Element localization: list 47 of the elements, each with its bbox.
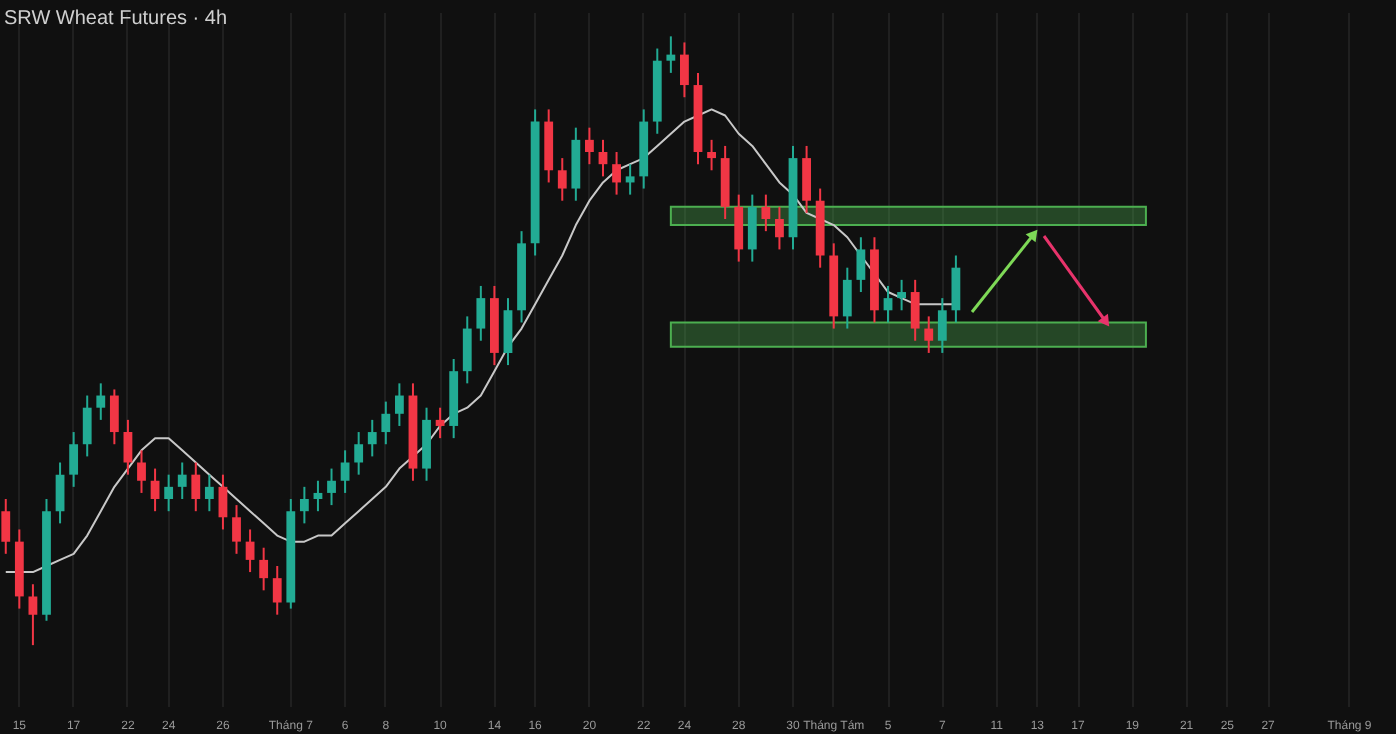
candlestick xyxy=(69,431,79,488)
candlestick xyxy=(883,284,893,324)
candlestick xyxy=(1,498,11,555)
candlestick xyxy=(232,504,241,555)
candlestick xyxy=(666,35,676,74)
candlestick xyxy=(951,254,961,324)
candlestick xyxy=(96,382,106,421)
candlestick xyxy=(462,315,472,385)
candlestick xyxy=(557,157,567,202)
candlestick xyxy=(109,388,119,446)
candlestick xyxy=(585,126,594,166)
candlestick xyxy=(747,193,757,263)
candlestick xyxy=(367,418,377,458)
candlestick xyxy=(937,297,947,354)
candlestick xyxy=(28,583,38,647)
candlestick xyxy=(775,205,784,251)
candlestick xyxy=(856,236,866,294)
candlestick xyxy=(381,400,391,446)
candlestick xyxy=(598,138,608,178)
candlestick xyxy=(924,315,934,354)
candlestick xyxy=(612,151,621,196)
candlestick xyxy=(625,163,635,196)
candlestick xyxy=(897,278,907,312)
candlestick xyxy=(734,193,744,263)
candlestick xyxy=(802,144,811,214)
candlestick xyxy=(910,278,920,342)
chart-title: SRW Wheat Futures · 4h xyxy=(4,8,228,30)
candlestick xyxy=(761,193,771,233)
candlestick xyxy=(340,449,350,494)
candlestick xyxy=(394,382,404,427)
candlestick xyxy=(164,473,174,513)
candlestick xyxy=(435,406,445,440)
candlestick xyxy=(327,467,336,507)
candlestick xyxy=(191,461,201,513)
candlestick xyxy=(259,546,269,592)
candlestick xyxy=(476,284,486,342)
candlestick xyxy=(842,266,852,330)
candlestick xyxy=(299,485,309,525)
candlestick xyxy=(707,138,716,172)
candlestick xyxy=(354,431,364,476)
candlestick xyxy=(137,449,146,494)
candlestick xyxy=(204,473,214,513)
candlestick xyxy=(272,564,282,616)
candlestick xyxy=(177,461,187,501)
candlestick xyxy=(680,41,689,99)
candlestick xyxy=(503,297,513,367)
candlestick xyxy=(82,394,92,458)
